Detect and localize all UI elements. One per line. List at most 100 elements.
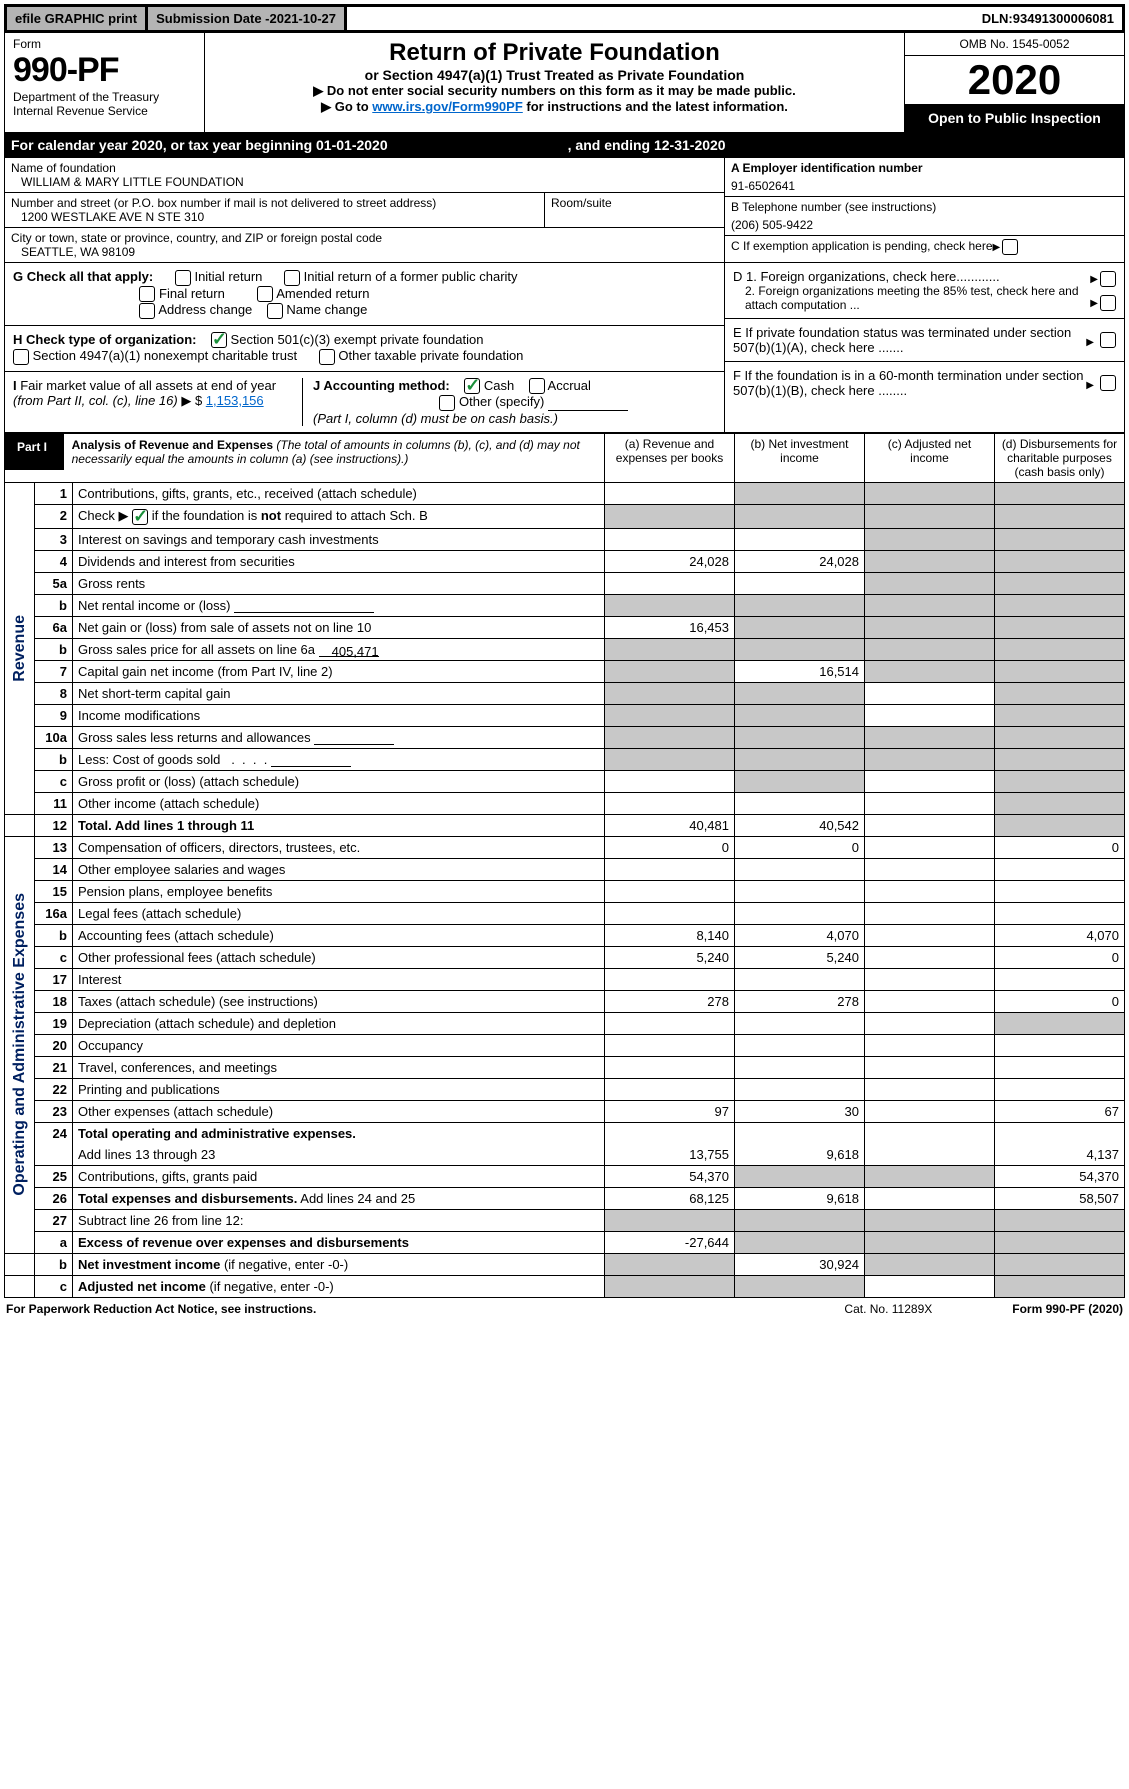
sch-b-checkbox[interactable] xyxy=(132,509,148,525)
other-specify-checkbox[interactable] xyxy=(439,395,455,411)
f-checkbox[interactable] xyxy=(1100,375,1116,391)
row-num: 4 xyxy=(35,550,73,572)
tax-year: 2020 xyxy=(905,56,1124,104)
amended-return-checkbox[interactable] xyxy=(257,286,273,302)
row-desc: Gross rents xyxy=(73,572,605,594)
efile-print-button[interactable]: efile GRAPHIC print xyxy=(7,7,148,30)
footer-left: For Paperwork Reduction Act Notice, see … xyxy=(6,1302,316,1316)
cell-a: 13,755 xyxy=(605,1122,735,1165)
j-note: (Part I, column (d) must be on cash basi… xyxy=(313,411,558,426)
row-27a: aExcess of revenue over expenses and dis… xyxy=(5,1231,1125,1253)
row-desc: Net investment income (if negative, ente… xyxy=(73,1253,605,1275)
submission-date: Submission Date - 2021-10-27 xyxy=(148,7,347,30)
final-return-checkbox[interactable] xyxy=(139,286,155,302)
row-24: 24Total operating and administrative exp… xyxy=(5,1122,1125,1144)
row-num: 7 xyxy=(35,660,73,682)
cell-b: 4,070 xyxy=(735,924,865,946)
options-block: G Check all that apply: Initial return I… xyxy=(4,263,1125,433)
open-to-public: Open to Public Inspection xyxy=(905,104,1124,132)
calendar-year-bar: For calendar year 2020, or tax year begi… xyxy=(4,133,1125,158)
row-num: b xyxy=(35,594,73,616)
e-checkbox[interactable] xyxy=(1100,332,1116,348)
arrow-icon xyxy=(1090,294,1100,309)
page-footer: For Paperwork Reduction Act Notice, see … xyxy=(4,1298,1125,1316)
row-desc: Taxes (attach schedule) (see instruction… xyxy=(73,990,605,1012)
other-taxable-checkbox[interactable] xyxy=(319,349,335,365)
row-num: 19 xyxy=(35,1012,73,1034)
row-num: 8 xyxy=(35,682,73,704)
name-change-checkbox[interactable] xyxy=(267,303,283,319)
initial-return-checkbox[interactable] xyxy=(175,270,191,286)
i-amount-link[interactable]: 1,153,156 xyxy=(206,393,264,408)
footer-mid: Cat. No. 11289X xyxy=(844,1302,932,1316)
row-desc: Legal fees (attach schedule) xyxy=(73,902,605,924)
exemption-pending-checkbox[interactable] xyxy=(1002,239,1018,255)
telephone-label: B Telephone number (see instructions) xyxy=(731,200,1118,214)
row-4: 4Dividends and interest from securities2… xyxy=(5,550,1125,572)
row-12: 12Total. Add lines 1 through 1140,48140,… xyxy=(5,814,1125,836)
row2-post: if the foundation is not required to att… xyxy=(152,508,428,523)
dept-line-2: Internal Revenue Service xyxy=(13,104,196,118)
row-19: 19Depreciation (attach schedule) and dep… xyxy=(5,1012,1125,1034)
d2-checkbox[interactable] xyxy=(1100,295,1116,311)
foundation-name: WILLIAM & MARY LITTLE FOUNDATION xyxy=(11,175,718,189)
cash-checkbox[interactable] xyxy=(464,378,480,394)
form990pf-link[interactable]: www.irs.gov/Form990PF xyxy=(372,99,523,114)
section-h: H Check type of organization: Section 50… xyxy=(5,326,724,372)
row-10c: cGross profit or (loss) (attach schedule… xyxy=(5,770,1125,792)
row-desc: Add lines 13 through 23 xyxy=(73,1144,605,1166)
identity-right: A Employer identification number 91-6502… xyxy=(724,158,1124,262)
row-13: Operating and Administrative Expenses 13… xyxy=(5,836,1125,858)
row-6b: bGross sales price for all assets on lin… xyxy=(5,638,1125,660)
row-num: 14 xyxy=(35,858,73,880)
arrow-icon xyxy=(1086,376,1096,391)
row-desc: Other expenses (attach schedule) xyxy=(73,1100,605,1122)
row-desc: Accounting fees (attach schedule) xyxy=(73,924,605,946)
cell-a: 8,140 xyxy=(605,924,735,946)
calbar-mid: , and ending xyxy=(568,137,654,153)
d1-checkbox[interactable] xyxy=(1100,271,1116,287)
row-desc: Other professional fees (attach schedule… xyxy=(73,946,605,968)
cell-d: 58,507 xyxy=(995,1187,1125,1209)
row-16c: cOther professional fees (attach schedul… xyxy=(5,946,1125,968)
submission-date-label: Submission Date - xyxy=(156,11,269,26)
row-num: 20 xyxy=(35,1034,73,1056)
city-value: SEATTLE, WA 98109 xyxy=(11,245,718,259)
part-1-title: Analysis of Revenue and Expenses (The to… xyxy=(64,434,604,470)
initial-former-checkbox[interactable] xyxy=(284,270,300,286)
accrual-checkbox[interactable] xyxy=(529,378,545,394)
address-value: 1200 WESTLAKE AVE N STE 310 xyxy=(11,210,538,224)
row-25: 25Contributions, gifts, grants paid54,37… xyxy=(5,1165,1125,1187)
501c3-checkbox[interactable] xyxy=(211,332,227,348)
row-desc: Gross sales price for all assets on line… xyxy=(73,638,605,660)
dln-value: 93491300006081 xyxy=(1013,11,1114,26)
form-header-right: OMB No. 1545-0052 2020 Open to Public In… xyxy=(904,33,1124,132)
initial-former-label: Initial return of a former public charit… xyxy=(304,269,518,284)
identity-left: Name of foundation WILLIAM & MARY LITTLE… xyxy=(5,158,724,262)
row-desc: Less: Cost of goods sold . . . . xyxy=(73,748,605,770)
row-desc: Total. Add lines 1 through 11 xyxy=(73,814,605,836)
cell-b: 278 xyxy=(735,990,865,1012)
4947-checkbox[interactable] xyxy=(13,349,29,365)
address-change-checkbox[interactable] xyxy=(139,303,155,319)
ein-label: A Employer identification number xyxy=(731,161,1118,175)
arrow-icon xyxy=(993,239,1003,253)
f-label: F If the foundation is in a 60-month ter… xyxy=(733,368,1086,398)
ein-value: 91-6502641 xyxy=(731,175,1118,193)
row-num: 17 xyxy=(35,968,73,990)
dept-line-1: Department of the Treasury xyxy=(13,90,196,104)
inline-value: 405,471 xyxy=(319,644,379,657)
row-desc: Depreciation (attach schedule) and deple… xyxy=(73,1012,605,1034)
calbar-begin: 01-01-2020 xyxy=(316,137,388,153)
row-num: 9 xyxy=(35,704,73,726)
cell-d: 54,370 xyxy=(995,1165,1125,1187)
row-num: 13 xyxy=(35,836,73,858)
row-desc: Income modifications xyxy=(73,704,605,726)
other-taxable-label: Other taxable private foundation xyxy=(338,348,523,363)
h-label: H Check type of organization: xyxy=(13,332,196,347)
amended-return-label: Amended return xyxy=(276,286,369,301)
room-suite-label: Room/suite xyxy=(544,193,724,227)
row-10a: 10aGross sales less returns and allowanc… xyxy=(5,726,1125,748)
instr2-pre: ▶ Go to xyxy=(321,99,372,114)
i-amount-prefix: ▶ $ xyxy=(181,393,202,408)
